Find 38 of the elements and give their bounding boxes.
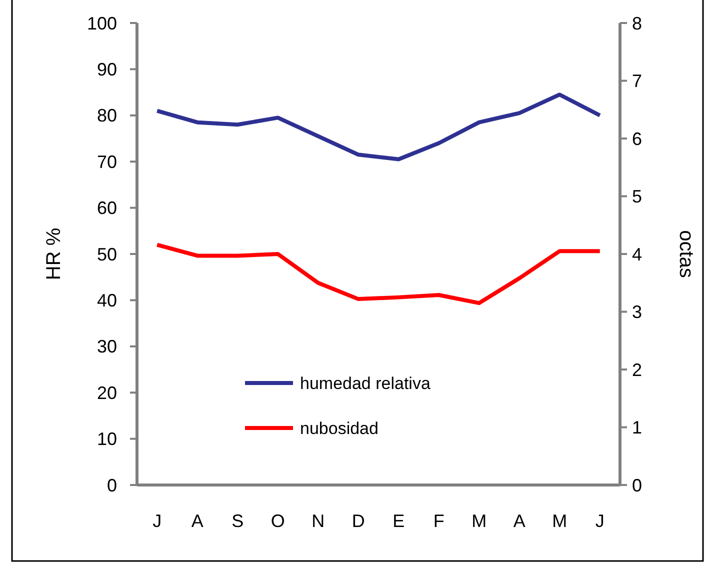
x-tick-label: M: [472, 511, 487, 531]
y2-axis-title: octas: [675, 230, 697, 278]
x-tick-label: D: [352, 511, 365, 531]
x-tick-label: E: [392, 511, 405, 531]
y2-tick-label: 4: [632, 244, 642, 264]
y-tick-label: 90: [96, 60, 117, 80]
x-tick-label: A: [191, 511, 204, 531]
y2-tick-label: 2: [632, 360, 642, 380]
y2-tick-label: 1: [632, 418, 642, 438]
line-series: [155, 92, 602, 162]
line-series: [155, 242, 602, 306]
y-tick-label: 80: [96, 106, 117, 126]
y-tick-label: 30: [96, 336, 117, 357]
legend-label: nubosidad: [300, 418, 378, 438]
y2-tick-label: 6: [632, 128, 642, 149]
x-tick-label: S: [232, 511, 244, 531]
y-tick-label: 60: [96, 198, 117, 218]
x-tick-label: J: [595, 511, 604, 531]
y2-tick-label: 0: [632, 475, 642, 496]
y2-tick-label: 8: [632, 13, 642, 34]
y2-tick-label: 7: [632, 71, 642, 92]
y2-tick-label: 5: [632, 186, 642, 207]
y-axis-title: HR %: [43, 228, 65, 280]
y-tick-label: 0: [106, 475, 117, 496]
y-tick-label: 50: [96, 244, 117, 264]
y-tick-label: 10: [96, 429, 117, 450]
x-tick-label: M: [552, 511, 568, 531]
y-tick-label: 20: [96, 382, 117, 403]
x-tick-label: O: [270, 511, 285, 531]
y-tick-label: 100: [86, 13, 117, 34]
x-tick-label: J: [152, 511, 162, 531]
y-tick-label: 70: [96, 152, 117, 172]
x-tick-label: F: [433, 511, 444, 531]
y-tick-label: 40: [96, 290, 117, 310]
x-tick-label: N: [312, 511, 325, 531]
y2-tick-label: 3: [632, 302, 642, 322]
x-tick-label: A: [513, 511, 526, 531]
legend-label: humedad relativa: [300, 374, 431, 393]
